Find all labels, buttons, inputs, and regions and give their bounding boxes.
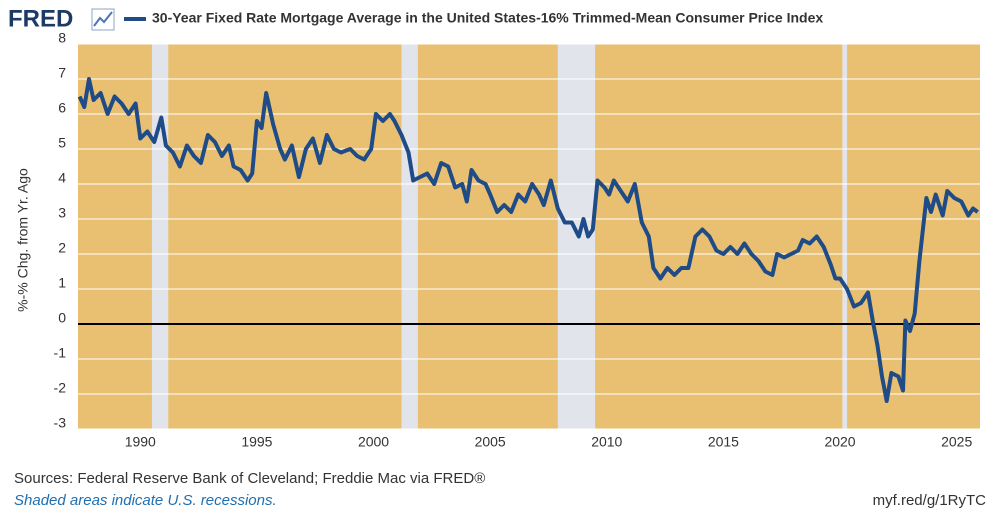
x-tick-label: 2020: [824, 434, 855, 450]
y-tick-label: 7: [58, 65, 66, 81]
plot-area: [78, 44, 980, 429]
x-tick-label: 2000: [358, 434, 389, 450]
y-tick-label: 1: [58, 275, 66, 291]
y-tick-label: 8: [58, 30, 66, 46]
x-tick-label: 2025: [941, 434, 972, 450]
x-tick-label: 1995: [241, 434, 272, 450]
y-tick-label: 0: [58, 310, 66, 326]
recession-band: [151, 44, 169, 429]
y-axis-label: %-% Chg. from Yr. Ago: [15, 168, 31, 312]
x-tick-label: 2015: [708, 434, 739, 450]
recession-band: [842, 44, 848, 429]
y-tick-label: 2: [58, 240, 66, 256]
source: Sources: Federal Reserve Bank of Clevela…: [14, 470, 485, 487]
y-tick-label: 3: [58, 205, 66, 221]
recession-band: [401, 44, 418, 429]
series-line: [77, 77, 979, 403]
logo-icon: [91, 8, 115, 31]
y-tick-label: -2: [54, 380, 67, 396]
note: Shaded areas indicate U.S. recessions.: [14, 492, 277, 509]
legend-label: 30-Year Fixed Rate Mortgage Average in t…: [152, 10, 823, 26]
x-tick-label: 2010: [591, 434, 622, 450]
y-tick-label: 6: [58, 100, 66, 116]
y-tick-label: -3: [54, 415, 67, 431]
y-tick-label: -1: [54, 345, 67, 361]
y-tick-label: 4: [58, 170, 66, 186]
x-tick-label: 2005: [475, 434, 506, 450]
x-tick-label: 1990: [125, 434, 156, 450]
link[interactable]: myf.red/g/1RyTC: [873, 492, 987, 509]
logo[interactable]: FRED: [8, 5, 73, 32]
y-tick-label: 5: [58, 135, 66, 151]
